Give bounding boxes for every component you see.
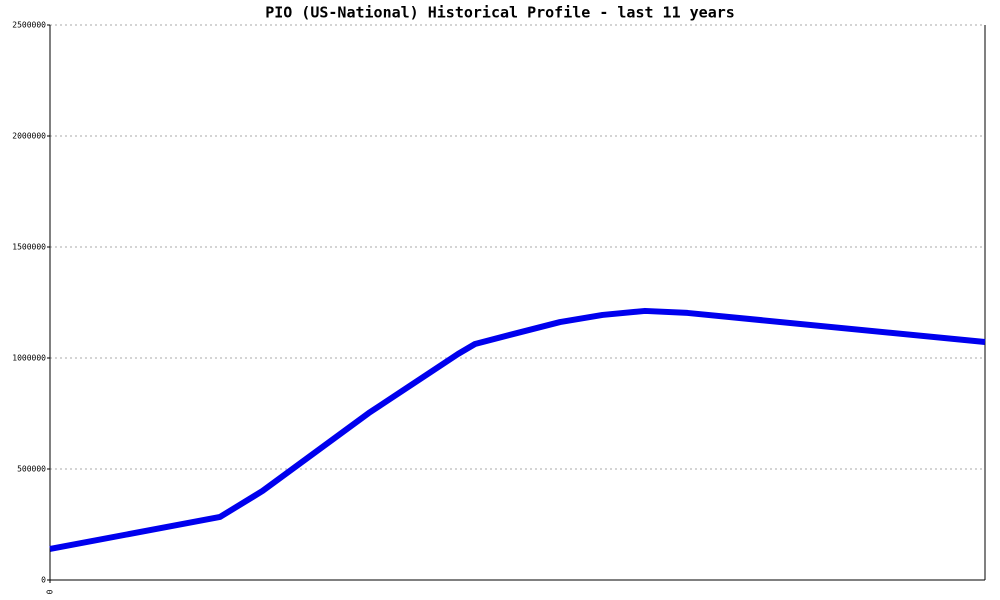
y-tick-label: 2500000 (12, 21, 46, 30)
x-tick-label: 0 (46, 589, 55, 594)
line (49, 307, 986, 552)
y-tick-label: 0 (41, 576, 46, 585)
y-tick-label: 500000 (17, 465, 46, 474)
chart-title: PIO (US-National) Historical Profile - l… (265, 4, 735, 22)
y-tick-label: 1500000 (12, 243, 46, 252)
y-tick-label: 2000000 (12, 132, 46, 141)
y-tick-label: 1000000 (12, 354, 46, 363)
